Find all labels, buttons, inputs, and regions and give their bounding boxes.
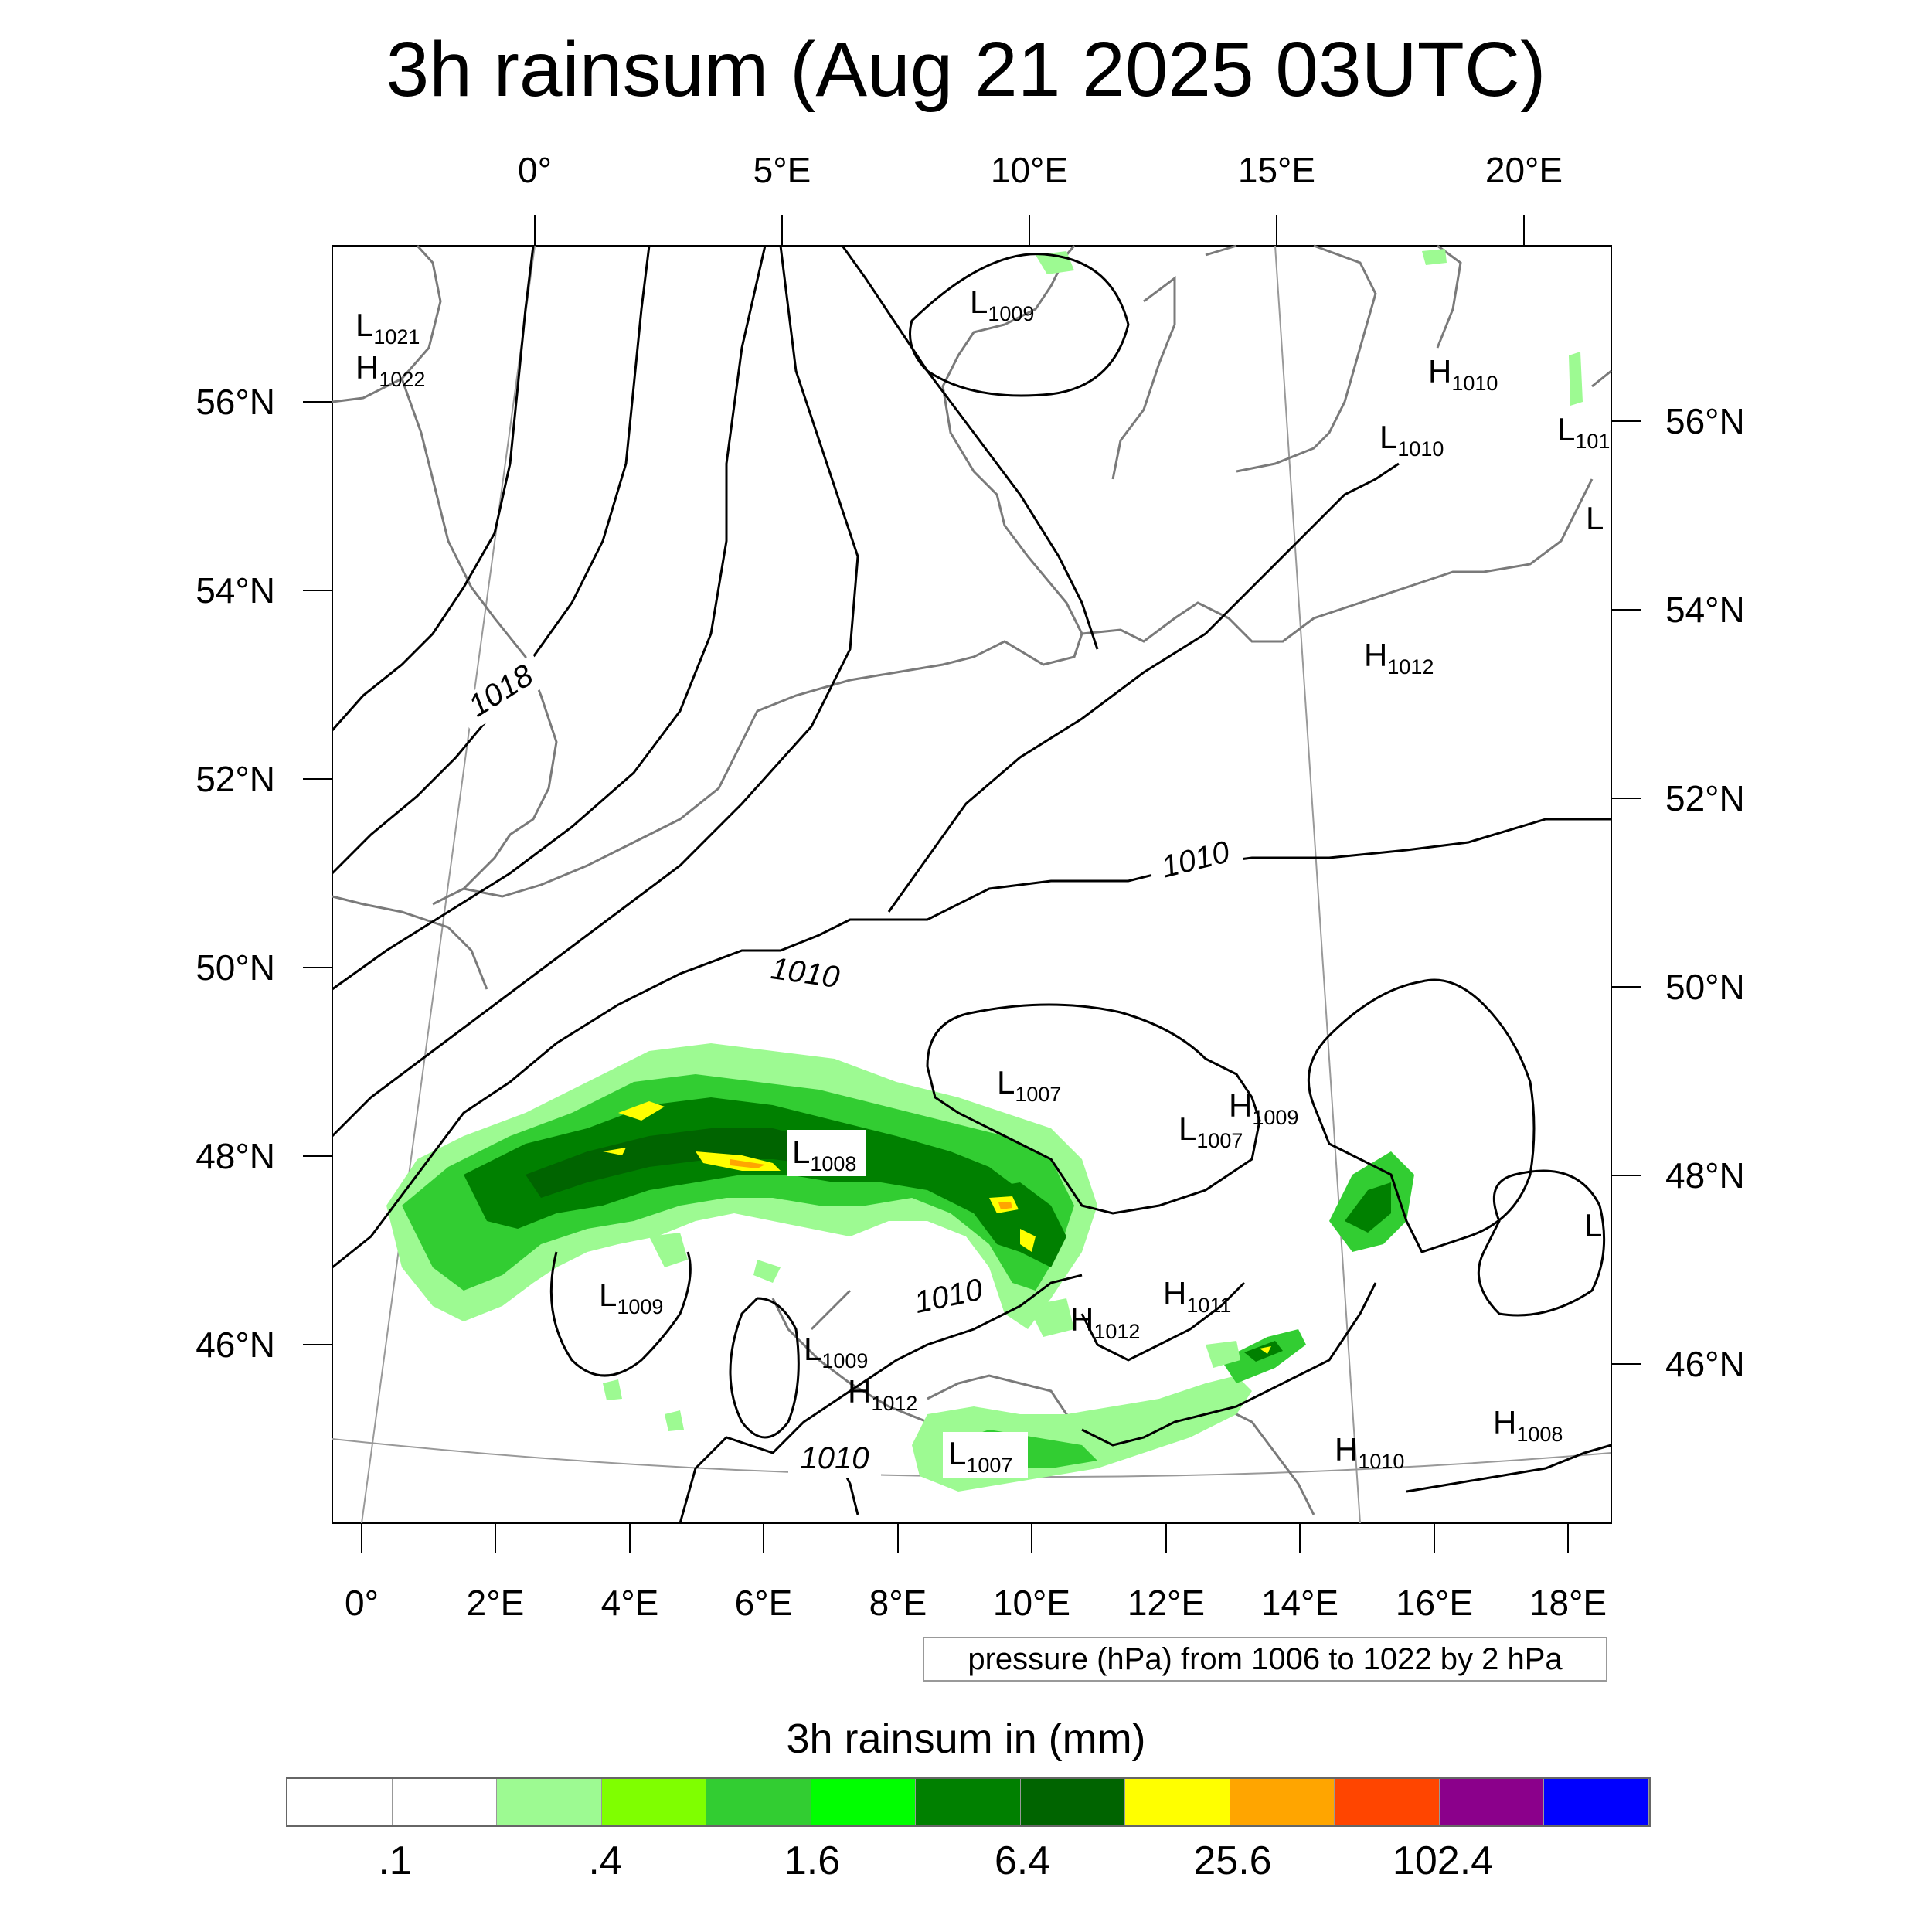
pressure-center-low: L1007 xyxy=(997,1064,1061,1106)
bottom-lon-label: 0° xyxy=(345,1583,379,1623)
pressure-center-low: L1007 xyxy=(948,1435,1012,1477)
top-lon-label: 0° xyxy=(518,150,552,190)
legend-swatch xyxy=(497,1779,602,1825)
top-lon-label: 20°E xyxy=(1485,150,1563,190)
right-lat-label: 46°N xyxy=(1665,1344,1745,1384)
right-lat-label: 50°N xyxy=(1665,967,1745,1007)
legend-swatch xyxy=(392,1779,498,1825)
top-lon-label: 5°E xyxy=(753,150,811,190)
bottom-lon-label: 10°E xyxy=(993,1583,1070,1623)
left-lat-label: 50°N xyxy=(196,947,275,988)
legend-swatch xyxy=(1230,1779,1335,1825)
right-lat-labels: 56°N 54°N 52°N 50°N 48°N 46°N xyxy=(1665,401,1745,1384)
bottom-lon-labels: 0° 2°E 4°E 6°E 8°E 10°E 12°E 14°E 16°E 1… xyxy=(345,1583,1607,1623)
pressure-center-high: H1010 xyxy=(1428,353,1498,395)
pressure-center-low: L101 xyxy=(1557,411,1610,453)
left-lat-label: 52°N xyxy=(196,759,275,799)
legend-title: 3h rainsum in (mm) xyxy=(786,1716,1146,1762)
legend-swatch xyxy=(1020,1779,1126,1825)
bottom-lon-label: 2°E xyxy=(467,1583,525,1623)
isobar-label: 1010 xyxy=(801,1441,869,1475)
legend-label: 6.4 xyxy=(994,1838,1051,1883)
isobars xyxy=(331,245,1612,1524)
top-lon-labels: 0° 5°E 10°E 15°E 20°E xyxy=(518,150,1563,190)
bottom-lon-label: 6°E xyxy=(735,1583,793,1623)
right-lat-label: 56°N xyxy=(1665,401,1745,441)
legend-label: 102.4 xyxy=(1392,1838,1494,1883)
bottom-lon-label: 8°E xyxy=(869,1583,927,1623)
legend-swatch xyxy=(1335,1779,1440,1825)
meridian-0 xyxy=(361,245,536,1524)
pressure-center-low: L1021 xyxy=(355,307,420,349)
legend-label: 25.6 xyxy=(1193,1838,1272,1883)
pressure-center-low: L1009 xyxy=(599,1277,663,1318)
pressure-center-high: H1008 xyxy=(1493,1404,1563,1446)
legend-labels: .1 .4 1.6 6.4 25.6 102.4 xyxy=(0,1838,1932,1892)
legend-swatch xyxy=(811,1779,917,1825)
pressure-center-high: H1012 xyxy=(1364,637,1434,679)
legend-color-bar xyxy=(286,1777,1651,1827)
left-lat-label: 46°N xyxy=(196,1325,275,1365)
bottom-lon-label: 12°E xyxy=(1128,1583,1205,1623)
pressure-center-high: H1012 xyxy=(1070,1301,1140,1343)
tick-marks xyxy=(303,215,1641,1553)
left-lat-label: 48°N xyxy=(196,1136,275,1176)
right-lat-label: 52°N xyxy=(1665,778,1745,818)
pressure-center-low: L1008 xyxy=(792,1134,856,1175)
legend-swatch xyxy=(706,1779,811,1825)
top-lon-label: 15°E xyxy=(1238,150,1315,190)
pressure-center-low: L xyxy=(1586,500,1604,536)
pressure-center-low: L1007 xyxy=(1179,1111,1243,1152)
legend-label: .4 xyxy=(588,1838,622,1883)
legend-swatch xyxy=(1439,1779,1545,1825)
legend-label: 1.6 xyxy=(784,1838,841,1883)
bottom-lon-label: 4°E xyxy=(601,1583,659,1623)
pressure-center-high: H1011 xyxy=(1163,1275,1231,1317)
label-box xyxy=(787,1130,866,1176)
legend-swatch xyxy=(1125,1779,1230,1825)
pressure-center-high: H1009 xyxy=(1229,1087,1298,1129)
left-lat-label: 56°N xyxy=(196,382,275,422)
pressure-centers: L1021 H1022 L1009 H1010 L1010 L101 L H10… xyxy=(355,284,1610,1478)
right-lat-label: 48°N xyxy=(1665,1155,1745,1196)
legend-swatch xyxy=(287,1779,393,1825)
left-lat-labels: 56°N 54°N 52°N 50°N 48°N 46°N xyxy=(196,382,275,1365)
pressure-center-low: L xyxy=(1584,1207,1602,1243)
label-box xyxy=(943,1432,1028,1478)
pressure-center-high: H1022 xyxy=(355,349,425,391)
bottom-lon-label: 14°E xyxy=(1261,1583,1338,1623)
pressure-center-high: H1012 xyxy=(848,1373,917,1415)
pressure-center-low: L1009 xyxy=(804,1331,868,1372)
legend-swatch xyxy=(601,1779,707,1825)
legend-swatch xyxy=(916,1779,1021,1825)
pressure-info-box: pressure (hPa) from 1006 to 1022 by 2 hP… xyxy=(923,1637,1607,1682)
right-lat-label: 54°N xyxy=(1665,590,1745,630)
top-lon-label: 10°E xyxy=(991,150,1068,190)
legend-swatch xyxy=(1544,1779,1649,1825)
map-title: 3h rainsum (Aug 21 2025 03UTC) xyxy=(386,26,1546,113)
pressure-center-high: H1010 xyxy=(1335,1431,1404,1473)
pressure-center-low: L1010 xyxy=(1379,419,1444,461)
left-lat-label: 54°N xyxy=(196,570,275,611)
legend-label: .1 xyxy=(378,1838,412,1883)
bottom-lon-label: 18°E xyxy=(1529,1583,1607,1623)
bottom-lon-label: 16°E xyxy=(1396,1583,1473,1623)
pressure-center-low: L1009 xyxy=(970,284,1034,325)
rain-shading xyxy=(386,249,1583,1492)
